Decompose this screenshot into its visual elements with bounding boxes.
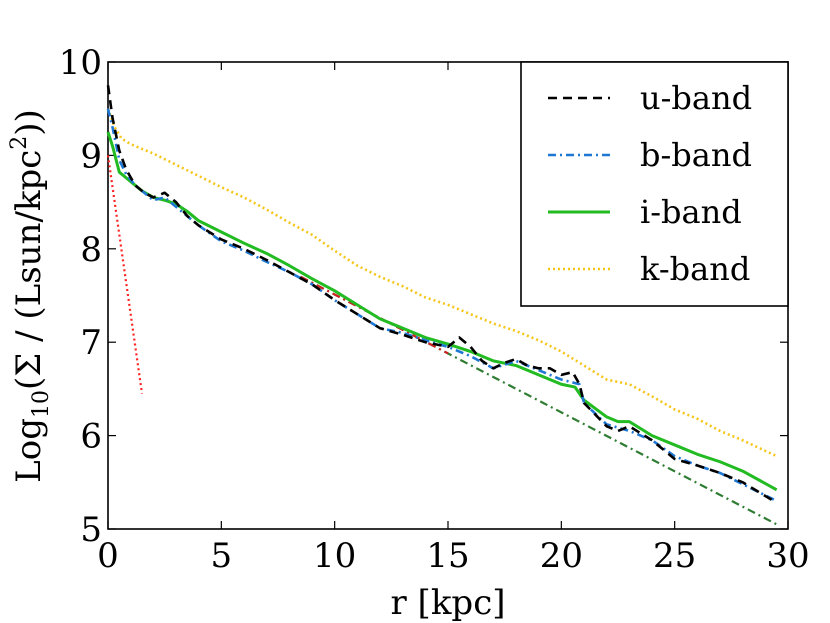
- series-lines: [106, 85, 778, 526]
- legend-label-b-band: b-band: [640, 136, 752, 174]
- x-axis-label: r [kpc]: [391, 583, 506, 623]
- y-axis-label-mid: (Σ / (Lsun/kpc: [9, 150, 49, 390]
- x-tick-label: 5: [211, 536, 233, 576]
- x-tick-label: 15: [426, 536, 469, 576]
- legend-label-k-band: k-band: [640, 250, 750, 288]
- y-axis-label-pre: Log: [9, 418, 49, 483]
- y-axis-label-sub: 10: [29, 390, 54, 418]
- legend-box: [520, 61, 789, 307]
- x-tick-label: 25: [653, 536, 696, 576]
- x-tick-label: 30: [766, 536, 809, 576]
- legend: u-band b-band i-band k-band: [520, 61, 789, 307]
- legend-label-i-band: i-band: [640, 193, 742, 231]
- y-tick-label: 6: [80, 417, 102, 457]
- y-axis-label: Log10(Σ / (Lsun/kpc2)): [7, 109, 54, 483]
- y-tick-label: 9: [80, 136, 102, 176]
- y-tick-label: 7: [80, 323, 102, 363]
- x-tick-label: 20: [540, 536, 583, 576]
- fit-line-inner-fit: [106, 155, 144, 394]
- series-line-k-band: [106, 108, 778, 458]
- y-tick-label: 8: [80, 230, 102, 270]
- legend-label-u-band: u-band: [640, 79, 752, 117]
- series-line-u-band: [106, 85, 778, 504]
- x-tick-label: 10: [313, 536, 356, 576]
- y-axis-label-post: )): [9, 109, 49, 136]
- y-tick-label: 5: [80, 510, 102, 550]
- y-tick-label: 10: [59, 43, 102, 83]
- series-line-i-band: [106, 131, 778, 492]
- x-tick-label: 0: [97, 536, 119, 576]
- y-axis-label-sup: 2: [7, 136, 32, 150]
